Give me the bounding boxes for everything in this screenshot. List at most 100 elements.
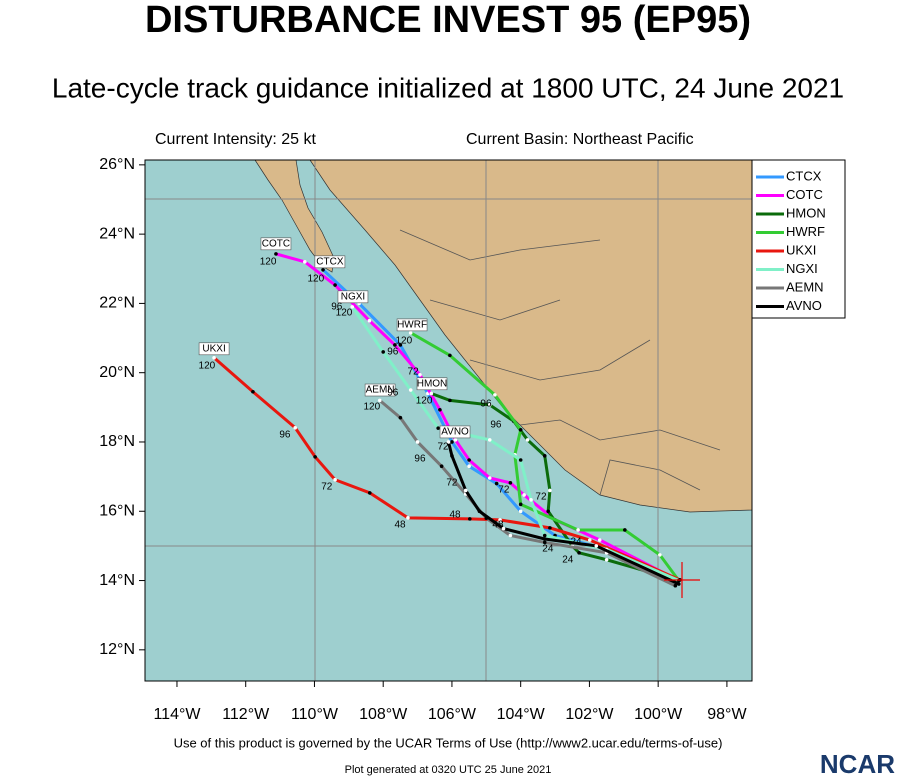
track-point: [408, 388, 413, 392]
track-point: [450, 440, 454, 444]
track-point: [577, 551, 581, 555]
track-label-box: [439, 425, 471, 439]
track-point: [321, 268, 325, 272]
track-point: [398, 343, 403, 347]
lead-time-label: 120: [260, 256, 277, 267]
track-point: [508, 533, 513, 538]
x-tick-label: 104°W: [497, 706, 546, 723]
track-point: [477, 509, 482, 514]
legend-label: HMON: [786, 205, 826, 220]
track-label-box: [416, 377, 448, 391]
legend-label: NGXI: [786, 261, 818, 276]
track-point: [438, 407, 442, 412]
track-point: [623, 528, 627, 532]
lead-time-label: 120: [364, 402, 381, 413]
lead-time-label: 72: [446, 477, 458, 488]
frame: [144, 159, 753, 682]
lead-time-label: 72: [408, 367, 420, 378]
legend-label: COTC: [786, 187, 823, 202]
lead-time-label: 96: [331, 302, 343, 313]
track-point: [525, 438, 530, 442]
lead-time-label: 120: [395, 335, 412, 346]
track-point: [542, 533, 547, 538]
x-tick-label: 106°W: [428, 706, 477, 723]
track-point: [381, 350, 385, 354]
track-point: [498, 518, 502, 522]
lead-time-label: 96: [387, 387, 399, 398]
y-tick-label: 18°N: [99, 433, 135, 450]
y-tick-label: 20°N: [99, 364, 135, 381]
lead-time-label: 120: [199, 360, 216, 371]
land: [254, 159, 753, 513]
track-point: [494, 481, 499, 486]
track-point: [367, 491, 372, 495]
track-point: [548, 488, 552, 493]
intensity-note: Current Intensity: 25 kt: [155, 131, 317, 148]
lead-time-label: 96: [490, 420, 502, 431]
track-point: [487, 476, 492, 480]
lead-time-label: 48: [492, 519, 504, 530]
y-tick-label: 14°N: [99, 572, 135, 589]
track-point: [587, 538, 592, 542]
legend: [751, 159, 846, 319]
track-label-box: [337, 290, 369, 304]
footer: Use of this product is governed by the U…: [174, 735, 723, 750]
track-label-box: [396, 318, 428, 332]
track-point: [597, 538, 602, 542]
track-point: [676, 582, 681, 586]
lead-time-label: 72: [498, 484, 510, 495]
track-label-box: [260, 237, 292, 251]
track-point: [398, 415, 403, 420]
track-point: [333, 477, 337, 482]
title: DISTURBANCE INVEST 95 (EP95): [145, 0, 751, 41]
track: [447, 441, 680, 586]
tracks: CTCXCOTCHMONHWRFUKXINGXIAEMNAVNO12012096…: [198, 237, 682, 588]
track-point: [446, 440, 451, 444]
track-point: [350, 305, 355, 309]
track: [213, 356, 681, 582]
track-point: [450, 454, 454, 458]
x-tick-label: 110°W: [291, 706, 339, 723]
lead-time-label: 24: [562, 554, 574, 565]
subtitle: Late-cycle track guidance initialized at…: [52, 72, 844, 103]
track-point: [408, 331, 413, 335]
track: [409, 331, 680, 582]
track-point: [529, 498, 533, 502]
generated: Plot generated at 0320 UTC 25 June 2021: [345, 764, 552, 776]
lead-time-label: 24: [542, 544, 554, 555]
track-point: [274, 252, 278, 256]
track-point: [542, 537, 547, 541]
track-label: AEMN: [366, 385, 395, 396]
track-point: [548, 526, 552, 530]
track-point: [448, 398, 452, 403]
lead-time-label: 48: [449, 509, 461, 520]
legend-label: CTCX: [786, 168, 822, 183]
x-tick-label: 112°W: [222, 706, 270, 723]
track-point: [377, 398, 382, 403]
track-point: [594, 544, 599, 548]
y-tick-label: 16°N: [99, 502, 135, 519]
track-label: HMON: [417, 378, 448, 389]
legend-label: AVNO: [786, 298, 822, 313]
track-point: [546, 509, 550, 514]
track-label-box: [198, 342, 230, 356]
lead-time-label: 72: [535, 491, 547, 502]
track-point: [436, 426, 440, 430]
track-point: [367, 318, 372, 323]
lead-time-label: 72: [437, 441, 449, 452]
track-point: [518, 509, 523, 514]
track-point: [415, 440, 420, 444]
track-point: [439, 464, 444, 469]
track-point: [518, 502, 523, 507]
lead-time-label: 120: [336, 307, 353, 318]
track-point: [293, 425, 298, 430]
track: [430, 392, 680, 582]
track-point: [393, 343, 397, 347]
lead-time-label: 48: [394, 519, 406, 530]
track-label: CTCX: [316, 256, 344, 267]
x-tick-label: 108°W: [359, 706, 408, 723]
track-label: COTC: [262, 238, 290, 249]
track-point: [522, 493, 526, 497]
logo: NCAR: [820, 749, 895, 779]
